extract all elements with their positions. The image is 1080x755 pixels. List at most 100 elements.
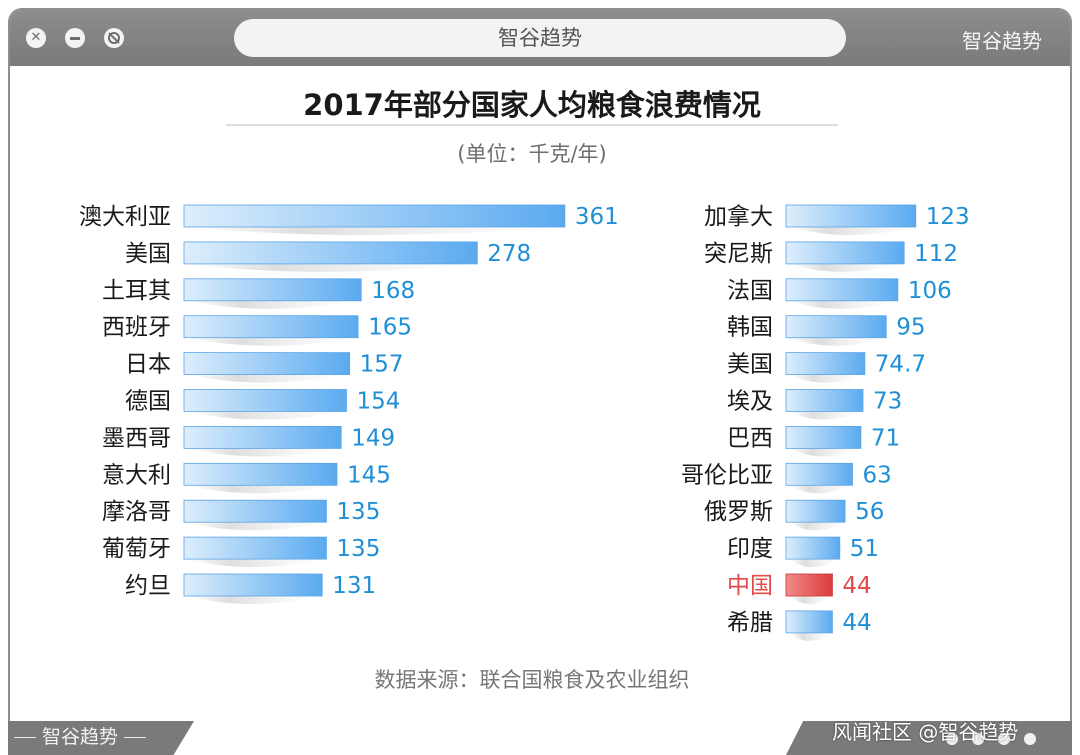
- right-bar-shadow: [790, 632, 833, 641]
- right-category-label: 加拿大: [704, 203, 773, 230]
- close-icon[interactable]: ✕: [26, 28, 46, 48]
- page-dot-icon[interactable]: [998, 733, 1010, 745]
- right-value-label: 71: [871, 425, 900, 451]
- left-bar: [183, 315, 359, 339]
- right-bar: [785, 499, 846, 523]
- left-bar: [183, 241, 478, 265]
- footer-brand: 智谷趋势: [42, 726, 119, 748]
- brand-logo-top: 智谷趋势: [962, 29, 1042, 53]
- left-bar: [183, 278, 362, 302]
- left-bar: [183, 204, 566, 228]
- left-bar: [183, 389, 347, 412]
- right-bar: [785, 536, 841, 560]
- right-category-label: 俄罗斯: [704, 499, 773, 525]
- left-bar-shadow: [188, 227, 565, 235]
- right-bar-shadow: [790, 522, 846, 531]
- left-bar-shadow: [188, 411, 347, 420]
- page-dot-icon[interactable]: [972, 733, 984, 745]
- title-bar: ✕ 智谷趋势 智谷趋势: [10, 10, 1070, 66]
- left-bar: [183, 536, 327, 560]
- disable-icon[interactable]: [104, 28, 124, 48]
- left-bar-shadow: [188, 522, 327, 531]
- right-bar-shadow: [790, 374, 865, 383]
- minimize-icon[interactable]: [65, 28, 85, 48]
- right-bar-shadow: [790, 559, 840, 568]
- left-category-label: 澳大利亚: [79, 204, 171, 230]
- app-window: ✕ 智谷趋势 智谷趋势: [8, 8, 1072, 753]
- right-category-label: 印度: [727, 536, 773, 562]
- page-dot-icon[interactable]: [946, 733, 958, 745]
- right-value-label: 123: [926, 204, 970, 230]
- right-bar: [785, 462, 853, 486]
- left-bar: [183, 425, 342, 449]
- right-bar: [785, 573, 833, 597]
- left-bar: [183, 573, 323, 597]
- left-bar: [183, 462, 338, 486]
- left-bar-shadow: [188, 559, 327, 568]
- right-value-label: 44: [842, 610, 871, 636]
- footer-brand-tab: 智谷趋势: [8, 721, 194, 755]
- left-category-label: 意大利: [102, 462, 171, 488]
- right-bar: [785, 425, 862, 449]
- chart-unit: (单位：千克/年): [457, 142, 607, 166]
- left-category-label: 约旦: [125, 573, 171, 599]
- left-category-label: 德国: [125, 389, 171, 415]
- page-dot-icon[interactable]: [1024, 733, 1036, 745]
- left-value-label: 278: [487, 241, 531, 267]
- left-bar-shadow: [188, 374, 350, 383]
- data-source: 数据来源：联合国粮食及农业组织: [374, 668, 690, 692]
- right-category-label: 希腊: [727, 610, 773, 636]
- left-value-label: 145: [347, 462, 391, 488]
- right-value-label: 63: [862, 462, 891, 488]
- left-value-label: 165: [368, 315, 412, 341]
- right-category-label: 美国: [727, 352, 773, 378]
- right-category-label: 法国: [727, 278, 773, 304]
- right-category-label: 中国: [727, 573, 773, 599]
- right-category-label: 巴西: [727, 425, 773, 451]
- right-value-label: 74.7: [875, 352, 926, 378]
- right-value-label: 106: [908, 278, 952, 304]
- right-value-label: 44: [842, 573, 871, 599]
- address-bar[interactable]: 智谷趋势: [234, 19, 846, 57]
- right-bar-shadow: [790, 300, 898, 309]
- right-value-label: 51: [850, 536, 879, 562]
- left-category-label: 西班牙: [102, 315, 171, 341]
- right-bar-group: 加拿大 123 突尼斯 112 法国 106 韩国 95 美国 74.7 埃及 73 巴西 71 哥伦比亚 6…: [681, 203, 970, 641]
- chart-title: 2017年部分国家人均粮食浪费情况: [303, 88, 761, 122]
- left-value-label: 168: [371, 278, 415, 304]
- right-bar: [785, 241, 905, 265]
- right-bar-shadow: [790, 337, 887, 346]
- right-bar: [785, 389, 864, 412]
- left-value-label: 135: [336, 536, 380, 562]
- left-bar-shadow: [188, 337, 359, 346]
- title-divider: [226, 124, 838, 126]
- left-bar-shadow: [188, 300, 362, 309]
- left-category-label: 摩洛哥: [102, 499, 171, 525]
- left-bar-group: 澳大利亚 361 美国 278 土耳其 168 西班牙 165 日本 157 德国 154 墨西哥 149…: [79, 204, 619, 604]
- left-category-label: 土耳其: [102, 278, 171, 304]
- left-category-label: 葡萄牙: [102, 536, 171, 562]
- right-value-label: 95: [896, 315, 925, 341]
- left-bar: [183, 352, 351, 376]
- footer-right-tab: [786, 721, 1072, 755]
- right-bar: [785, 352, 866, 376]
- left-category-label: 美国: [125, 241, 171, 267]
- left-category-label: 日本: [125, 352, 171, 378]
- right-value-label: 112: [914, 241, 958, 267]
- left-bar-shadow: [188, 448, 342, 457]
- right-category-label: 哥伦比亚: [681, 462, 773, 488]
- right-bar: [785, 315, 887, 339]
- footer-rule-left: [14, 737, 36, 738]
- left-category-label: 墨西哥: [102, 425, 171, 451]
- left-bar: [183, 499, 327, 523]
- right-bar-shadow: [790, 448, 861, 457]
- right-category-label: 埃及: [727, 389, 773, 415]
- right-bar: [785, 610, 833, 634]
- right-bar-shadow: [790, 227, 916, 235]
- right-bar-shadow: [790, 263, 905, 272]
- left-value-label: 135: [336, 499, 380, 525]
- left-bar-shadow: [188, 263, 478, 272]
- right-value-label: 73: [873, 389, 902, 415]
- left-value-label: 149: [351, 425, 395, 451]
